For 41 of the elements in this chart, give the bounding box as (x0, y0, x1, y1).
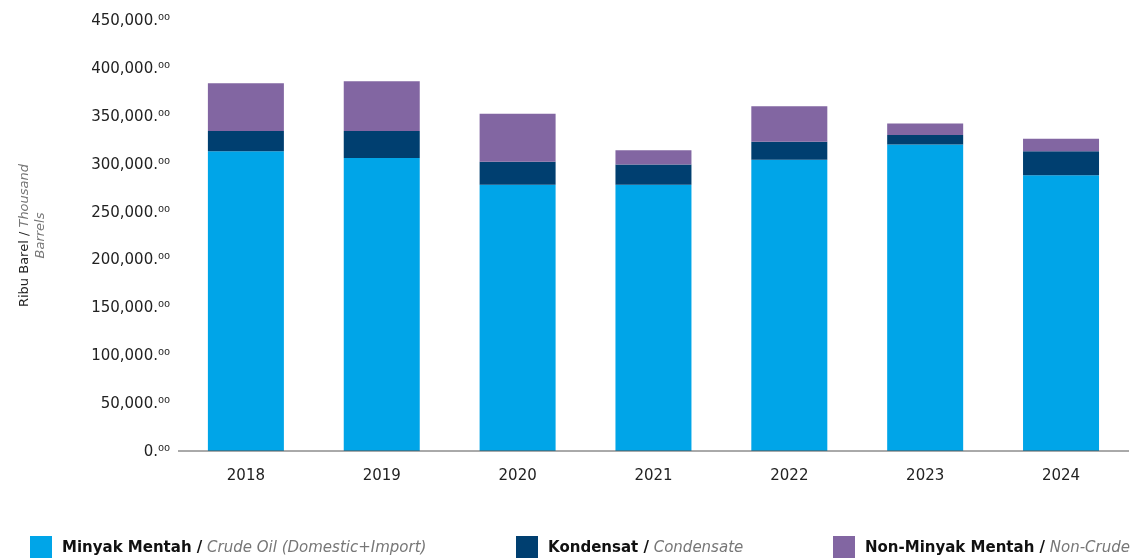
bar (479, 184, 556, 451)
legend-label: Non-Minyak Mentah / Non-Crude (864, 538, 1130, 556)
bar (751, 141, 828, 160)
y-tick-label: 450,000.⁰⁰ (91, 11, 170, 29)
x-tick-label: 2021 (634, 465, 673, 484)
bar (479, 161, 556, 185)
bar (343, 157, 420, 451)
y-tick-label: 200,000.⁰⁰ (91, 250, 170, 269)
bar (343, 131, 420, 158)
y-tick-label: 250,000.⁰⁰ (91, 202, 170, 221)
x-tick-label: 2024 (1041, 465, 1081, 484)
bar (207, 131, 284, 152)
bar (1023, 138, 1100, 152)
bar (887, 144, 964, 451)
x-tick-label: 2018 (226, 465, 266, 484)
bar (1023, 175, 1100, 451)
bar (615, 184, 692, 451)
bar (751, 106, 828, 142)
bar (887, 123, 964, 135)
y-tick-label: 100,000.⁰⁰ (91, 346, 170, 365)
bar (207, 151, 284, 451)
legend-label: Minyak Mentah / Crude Oil (Domestic+Import) (62, 538, 427, 556)
x-tick-label: 2019 (362, 465, 401, 484)
y-tick-label: 400,000.⁰⁰ (91, 58, 170, 77)
bar (1023, 151, 1100, 176)
x-tick-label: 2022 (770, 465, 809, 484)
bar (751, 159, 828, 451)
bar (343, 81, 420, 132)
y-tick-label: 0.⁰⁰ (143, 442, 170, 460)
y-tick-label: 50,000.⁰⁰ (100, 394, 170, 413)
bar (887, 134, 964, 145)
x-tick-label: 2020 (498, 465, 537, 484)
x-tick-label: 2023 (906, 465, 945, 484)
legend-label: Kondensat / Condensate (548, 538, 744, 556)
y-tick-label: 300,000.⁰⁰ (91, 154, 170, 173)
bar (615, 150, 692, 165)
y-tick-label: 350,000.⁰⁰ (91, 106, 170, 125)
bar (615, 164, 692, 185)
y-tick-label: 150,000.⁰⁰ (91, 298, 170, 317)
bar (479, 113, 556, 162)
bar (207, 83, 284, 132)
